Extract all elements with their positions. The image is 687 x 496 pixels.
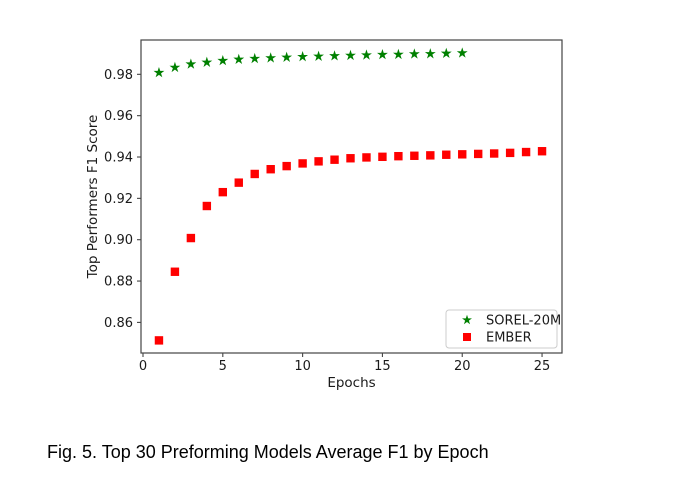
data-point-ember bbox=[521, 147, 531, 157]
y-axis-label: Top Performers F1 Score bbox=[85, 115, 101, 280]
data-point-ember bbox=[473, 149, 483, 159]
data-point-ember bbox=[458, 150, 467, 159]
data-point-sorel-20m bbox=[456, 47, 468, 58]
data-point-sorel-20m bbox=[153, 66, 165, 78]
data-point-ember bbox=[218, 187, 228, 197]
data-point-sorel-20m bbox=[329, 50, 340, 61]
y-tick-label: 0.98 bbox=[104, 68, 133, 83]
y-tick-label: 0.96 bbox=[104, 109, 133, 124]
y-tick-label: 0.86 bbox=[104, 316, 133, 331]
data-point-sorel-20m bbox=[233, 53, 245, 65]
data-point-sorel-20m bbox=[345, 49, 356, 61]
data-point-ember bbox=[505, 148, 515, 158]
data-point-ember bbox=[489, 149, 499, 158]
legend-label-sorel-20m: SOREL-20M bbox=[486, 314, 561, 329]
figure-5: 0 5 10 15 20 25 0.86 0.88 0.90 0.92 0.94 0.96 0.98 Ep… bbox=[85, 39, 563, 391]
data-point-ember bbox=[282, 161, 291, 171]
x-axis-label: Epochs bbox=[327, 375, 375, 391]
data-point-sorel-20m bbox=[265, 52, 277, 63]
data-point-sorel-20m bbox=[361, 49, 372, 60]
data-point-sorel-20m bbox=[281, 51, 293, 62]
data-point-ember bbox=[202, 201, 212, 211]
y-tick-label: 0.88 bbox=[104, 275, 133, 290]
legend-marker-ember bbox=[463, 333, 471, 341]
data-point-ember bbox=[186, 233, 196, 243]
data-point-ember bbox=[346, 154, 355, 163]
data-point-sorel-20m bbox=[313, 50, 324, 61]
data-point-ember bbox=[442, 150, 451, 159]
x-tick-label: 25 bbox=[534, 359, 551, 374]
y-tick-label: 0.94 bbox=[104, 151, 133, 166]
scatter-plot: 0 5 10 15 20 25 0.86 0.88 0.90 0.92 0.94 0.96 0.98 Ep… bbox=[85, 39, 563, 391]
data-point-sorel-20m bbox=[440, 47, 452, 59]
data-point-sorel-20m bbox=[249, 52, 261, 64]
legend-label-ember: EMBER bbox=[486, 331, 532, 346]
data-point-ember bbox=[426, 151, 435, 160]
data-point-ember bbox=[170, 267, 180, 276]
data-point-ember bbox=[314, 157, 323, 166]
data-point-ember bbox=[234, 178, 243, 187]
legend-marker-sorel-20m bbox=[462, 314, 472, 325]
x-tick-label: 20 bbox=[454, 359, 471, 374]
data-point-sorel-20m bbox=[377, 48, 388, 60]
data-point-sorel-20m bbox=[185, 58, 197, 69]
data-point-ember bbox=[266, 165, 275, 174]
data-point-sorel-20m bbox=[408, 48, 420, 59]
data-point-ember bbox=[250, 169, 259, 179]
data-point-sorel-20m bbox=[201, 56, 213, 67]
x-tick-label: 5 bbox=[219, 359, 227, 374]
plot-frame bbox=[140, 39, 563, 354]
data-point-ember bbox=[394, 151, 403, 161]
data-point-sorel-20m bbox=[217, 54, 229, 66]
data-point-ember bbox=[410, 151, 419, 160]
legend-box bbox=[445, 309, 558, 349]
data-point-ember bbox=[298, 159, 307, 168]
y-tick-label: 0.92 bbox=[104, 192, 133, 207]
data-point-ember bbox=[378, 152, 387, 162]
data-point-sorel-20m bbox=[424, 48, 436, 59]
figure-caption: Fig. 5. Top 30 Preforming Models Average… bbox=[47, 442, 489, 462]
x-tick-label: 10 bbox=[294, 359, 311, 374]
data-point-sorel-20m bbox=[297, 51, 309, 62]
x-tick-label: 0 bbox=[139, 359, 147, 374]
data-point-sorel-20m bbox=[392, 48, 404, 60]
data-point-ember bbox=[362, 153, 371, 162]
data-point-ember bbox=[330, 155, 339, 164]
x-tick-label: 15 bbox=[374, 359, 391, 374]
data-point-sorel-20m bbox=[169, 61, 181, 73]
data-point-ember bbox=[537, 147, 547, 156]
y-tick-label: 0.90 bbox=[104, 233, 133, 248]
data-point-ember bbox=[154, 336, 164, 345]
